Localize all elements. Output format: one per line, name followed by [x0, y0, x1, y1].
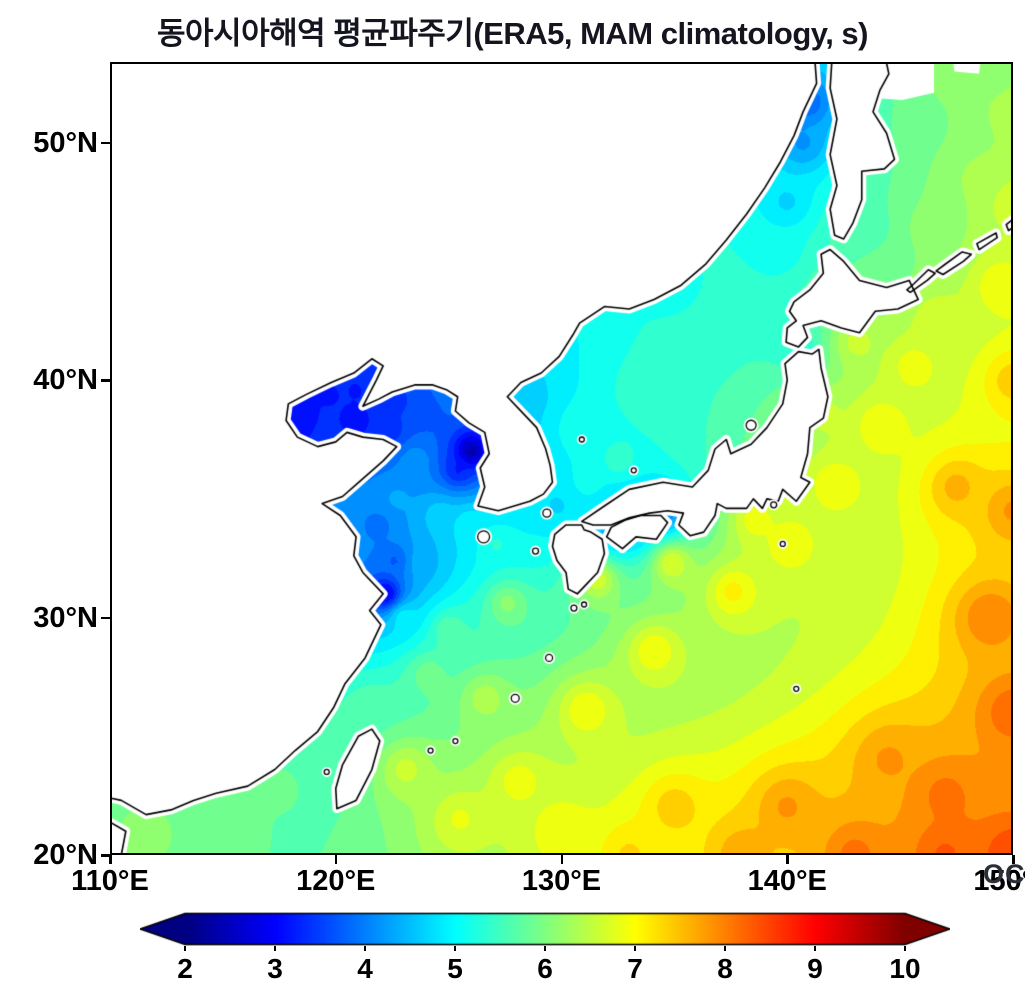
colorbar-tick-label: 9	[807, 953, 823, 984]
wave-period-map-canvas	[110, 62, 1013, 855]
colorbar-tick	[544, 946, 546, 951]
colorbar-tick-label: 10	[889, 953, 921, 984]
x-tick	[560, 855, 563, 864]
y-tick	[101, 141, 110, 145]
colorbar-tick-label: 4	[357, 953, 373, 984]
colorbar-tick	[274, 946, 276, 951]
colorbar-tick	[184, 946, 186, 951]
colorbar-tick-label: 7	[627, 953, 643, 984]
colorbar-canvas	[140, 912, 950, 946]
x-tick-label: 110°E	[71, 865, 149, 897]
y-tick-label: 40°N	[33, 364, 98, 397]
colorbar-tick-label: 2	[177, 953, 193, 984]
y-tick-label: 50°N	[33, 126, 98, 159]
colorbar-tick-label: 3	[267, 953, 283, 984]
colorbar-tick	[814, 946, 816, 951]
x-tick-label: 130°E	[521, 865, 602, 897]
chart-title: 동아시아해역 평균파주기(ERA5, MAM climatology, s)	[157, 16, 868, 51]
colorbar-tick	[634, 946, 636, 951]
colorbar-tick-label: 6	[537, 953, 553, 984]
x-tick-label: 150°E	[973, 865, 1025, 897]
colorbar-tick-label: 5	[447, 953, 463, 984]
y-tick	[101, 379, 110, 382]
y-tick	[101, 854, 110, 857]
x-tick	[109, 855, 112, 864]
y-tick	[101, 616, 110, 620]
y-tick-label: 30°N	[33, 601, 98, 634]
colorbar-tick-label: 8	[717, 953, 733, 984]
y-tick-label: 20°N	[33, 839, 98, 871]
map-plot-area: OCPC	[110, 62, 1025, 889]
ocpc-logo: OCPC	[982, 859, 1025, 889]
colorbar-tick	[904, 946, 906, 951]
x-tick-label: 140°E	[747, 865, 827, 897]
colorbar-tick	[454, 946, 456, 951]
colorbar-tick	[724, 946, 726, 951]
x-tick-label: 120°E	[296, 865, 376, 897]
x-tick	[786, 855, 789, 864]
x-tick	[1012, 855, 1015, 864]
colorbar-tick	[364, 946, 366, 951]
x-tick	[334, 855, 338, 864]
